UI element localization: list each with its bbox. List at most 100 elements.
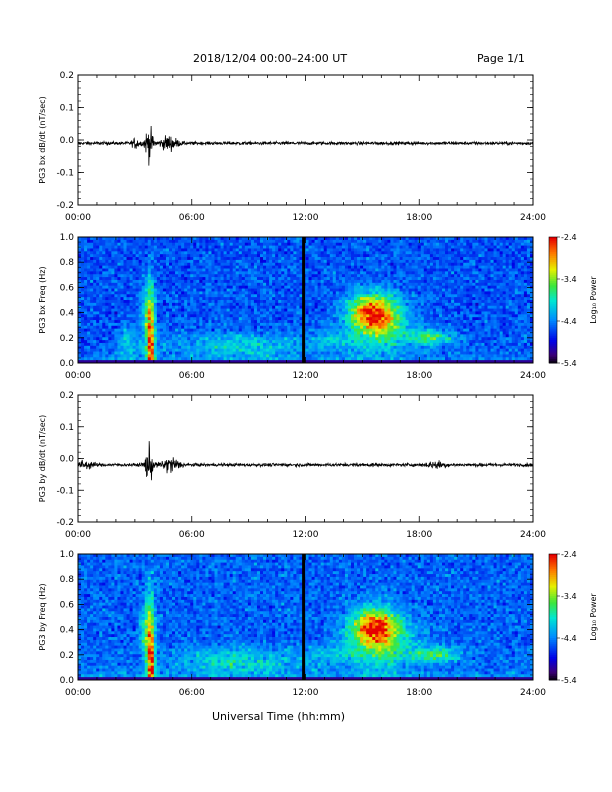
spectrogram-cell (396, 342, 400, 347)
spectrogram-cell (169, 337, 173, 341)
spectrogram-cell (105, 334, 109, 338)
spectrogram-cell (281, 354, 285, 358)
spectrogram-cell (235, 262, 240, 267)
spectrogram-cell (266, 314, 270, 318)
spectrogram-cell (375, 360, 379, 364)
spectrogram-cell (114, 282, 118, 287)
spectrogram-cell (108, 360, 112, 364)
spectrogram-cell (117, 320, 121, 324)
spectrogram-cell (332, 248, 337, 252)
spectrogram-cell (150, 265, 155, 269)
spectrogram-cell (405, 257, 410, 261)
spectrogram-cell (105, 325, 109, 330)
spectrogram-cell (99, 297, 103, 301)
spectrogram-cell (332, 328, 337, 332)
spectrogram-cell (344, 285, 349, 289)
spectrogram-cell (135, 325, 140, 330)
spectrogram-cell (375, 262, 379, 267)
spectrogram-cell (193, 288, 197, 292)
spectrogram-cell (369, 259, 373, 264)
spectrogram-cell (314, 297, 319, 301)
spectrogram-cell (347, 265, 352, 269)
spectrogram-cell (260, 259, 264, 264)
spectrogram-cell (78, 357, 82, 361)
spectrogram-cell (159, 357, 164, 361)
spectrogram-cell (229, 254, 234, 258)
spectrogram-cell (111, 274, 115, 278)
spectrogram-cell (314, 271, 319, 275)
spectrogram-cell (87, 340, 91, 344)
spectrogram-cell (190, 279, 194, 284)
spectrogram-cell (387, 245, 391, 249)
spectrogram-cell (351, 360, 355, 364)
spectrogram-cell (317, 242, 322, 246)
spectrogram-cell (247, 311, 252, 315)
spectrogram-cell (320, 297, 325, 301)
spectrogram-cell (357, 291, 361, 295)
spectrogram-cell (138, 279, 143, 284)
spectrogram-cell (181, 259, 185, 264)
spectrogram-cell (96, 328, 100, 332)
spectrogram-cell (123, 285, 127, 289)
spectrogram-cell (81, 320, 85, 324)
spectrogram-cell (81, 317, 85, 321)
spectrogram-cell (96, 348, 100, 352)
spectrogram-cell (260, 282, 264, 287)
spectrogram-cell (202, 331, 206, 335)
spectrogram-cell (357, 297, 361, 301)
spectrogram-cell (105, 242, 109, 246)
spectrogram-cell (284, 254, 288, 258)
spectrogram-cell (123, 334, 127, 338)
spectrogram-cell (135, 334, 140, 338)
spectrogram-cell (90, 262, 94, 267)
spectrogram-cell (156, 279, 161, 284)
spectrogram-cell (326, 262, 331, 267)
spectrogram-cell (411, 311, 416, 315)
spectrogram-cell (287, 279, 291, 284)
spectrogram-cell (159, 348, 164, 352)
spectrogram-cell (329, 308, 334, 312)
spectrogram-cell (393, 268, 397, 272)
spectrogram-cell (354, 277, 358, 281)
spectrogram-cell (90, 257, 94, 261)
spectrogram-cell (369, 279, 373, 284)
spectrogram-cell (138, 320, 143, 324)
spectrogram-cell (351, 291, 355, 295)
spectrogram-cell (296, 357, 300, 361)
spectrogram-cell (244, 251, 249, 255)
spectrogram-cell (347, 239, 352, 244)
spectrogram-cell (341, 308, 346, 312)
spectrogram-cell (153, 251, 158, 255)
spectrogram-cell (135, 248, 140, 252)
spectrogram-cell (196, 248, 200, 252)
spectrogram-cell (220, 302, 224, 307)
spectrogram-cell (141, 300, 146, 304)
spectrogram-cell (263, 254, 267, 258)
spectrogram-cell (153, 254, 158, 258)
spectrogram-cell (111, 285, 115, 289)
spectrogram-cell (114, 291, 118, 295)
spectrogram-cell (105, 248, 109, 252)
spectrogram-cell (141, 288, 146, 292)
spectrogram-cell (387, 259, 391, 264)
spectrogram-cell (332, 257, 337, 261)
spectrogram-cell (363, 305, 367, 309)
spectrogram-cell (181, 328, 185, 332)
spectrogram-cell (123, 288, 127, 292)
spectrogram-cell (278, 257, 282, 261)
spectrogram-cell (162, 268, 167, 272)
spectrogram-cell (111, 279, 115, 284)
spectrogram-cell (296, 294, 300, 298)
spectrogram-cell (384, 325, 388, 330)
spectrogram-cell (326, 345, 331, 350)
spectrogram-cell (360, 351, 364, 355)
spectrogram-cell (260, 325, 264, 330)
spectrogram-cell (120, 354, 124, 358)
spectrogram-cell (78, 342, 82, 347)
spectrogram-cell (308, 297, 312, 301)
spectrogram-cell (178, 239, 182, 244)
spectrogram-cell (363, 308, 367, 312)
spectrogram-cell (165, 317, 170, 321)
spectrogram-cell (244, 317, 249, 321)
spectrogram-cell (357, 288, 361, 292)
